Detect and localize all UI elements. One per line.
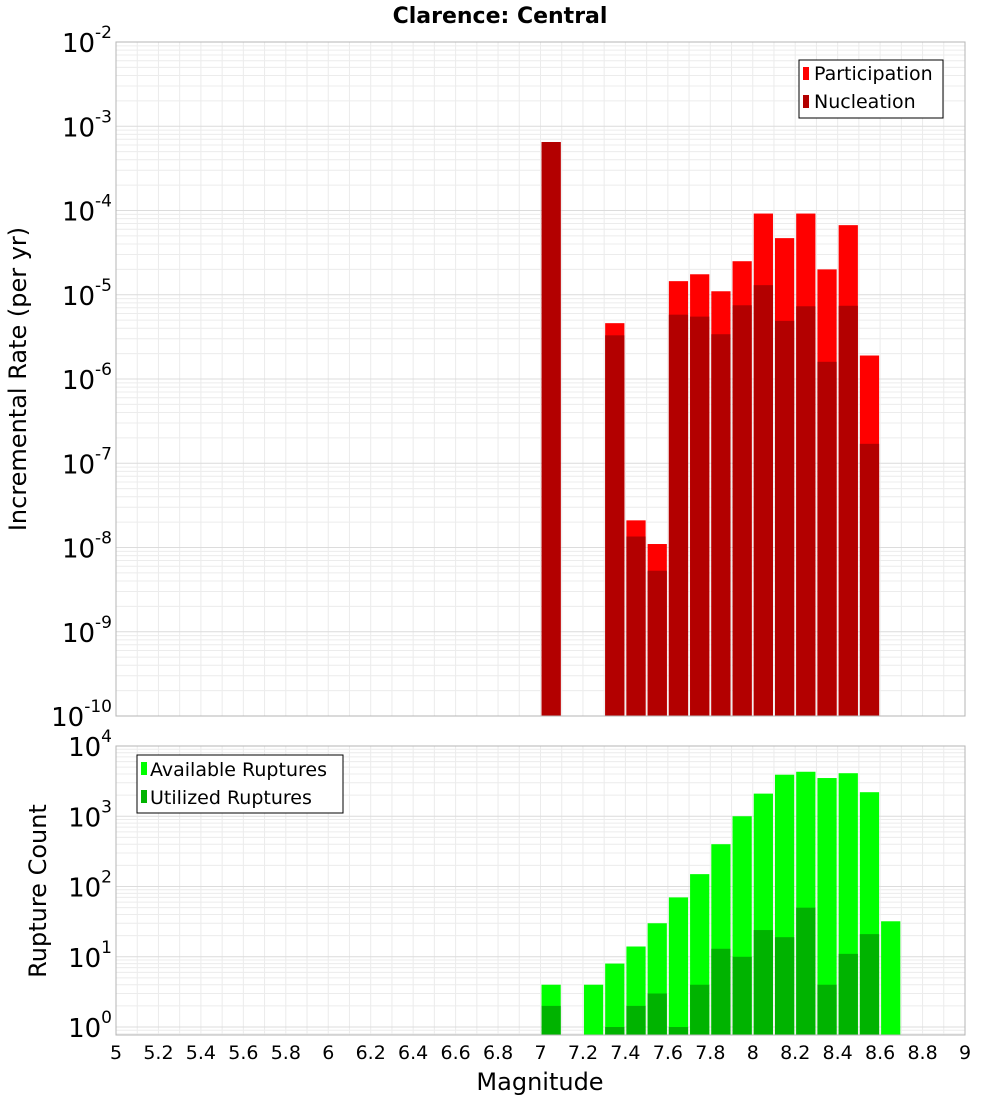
x-tick-label: 5.2 bbox=[143, 1042, 173, 1064]
bottom-bar-a-15 bbox=[881, 921, 901, 1035]
bottom-y-tick-label: 100 bbox=[68, 1008, 112, 1044]
legend-swatch-available bbox=[141, 762, 147, 775]
top-panel: 10-10 10-9 10-8 10-7 10-6 10-5 10-4 10-3 10-2 In… bbox=[4, 23, 966, 733]
bottom-bar-b-5 bbox=[690, 984, 710, 1035]
top-bar-b-7 bbox=[732, 305, 752, 716]
x-tick-label: 6.8 bbox=[483, 1042, 513, 1064]
x-tick-labels: 5 5.2 5.4 5.6 5.8 6 6.2 6.4 6.6 6.8 7 7.2 7.4 7.6 7.8 8… bbox=[110, 1042, 971, 1064]
x-tick-label: 7.2 bbox=[568, 1042, 598, 1064]
x-tick-label: 8.8 bbox=[907, 1042, 937, 1064]
bottom-bar-b-6 bbox=[711, 948, 731, 1035]
top-legend-box bbox=[798, 59, 944, 119]
top-bar-b-4 bbox=[668, 314, 689, 716]
top-bar-b-9 bbox=[774, 320, 795, 716]
bottom-bar-b-12 bbox=[838, 953, 858, 1035]
x-tick-label: 6 bbox=[322, 1042, 334, 1064]
top-bar-b-13 bbox=[859, 443, 880, 716]
bottom-bar-a-5 bbox=[668, 897, 689, 1035]
x-tick-label: 7 bbox=[534, 1042, 546, 1064]
bottom-y-tick-label: 103 bbox=[68, 797, 112, 833]
top-y-tick-label: 10-3 bbox=[62, 107, 112, 143]
x-tick-label: 6.6 bbox=[440, 1042, 470, 1064]
top-bar-b-12 bbox=[838, 305, 858, 716]
bottom-bar-b-8 bbox=[753, 930, 773, 1035]
x-tick-label: 8.6 bbox=[865, 1042, 895, 1064]
x-tick-label: 7.8 bbox=[695, 1042, 725, 1064]
x-tick-label: 5.8 bbox=[271, 1042, 301, 1064]
bottom-bar-b-11 bbox=[817, 984, 837, 1035]
bottom-bar-b-4 bbox=[668, 1027, 689, 1035]
bottom-bar-a-12 bbox=[817, 778, 837, 1035]
top-y-axis-label: Incremental Rate (per yr) bbox=[4, 227, 32, 531]
top-y-tick-label: 10-8 bbox=[62, 529, 112, 565]
bottom-legend-box bbox=[136, 754, 344, 814]
top-bar-b-3 bbox=[647, 570, 667, 716]
bottom-bar-b-10 bbox=[796, 907, 816, 1035]
x-tick-label: 5.6 bbox=[228, 1042, 258, 1064]
legend-label-available: Available Ruptures bbox=[150, 759, 327, 781]
bottom-legend: Available Ruptures Utilized Ruptures bbox=[136, 754, 344, 814]
bottom-bar-a-1 bbox=[583, 984, 604, 1035]
legend-swatch-nucleation bbox=[803, 95, 809, 108]
chart-title: Clarence: Central bbox=[393, 4, 608, 29]
bottom-bar-b-0 bbox=[541, 1005, 561, 1035]
legend-label-participation: Participation bbox=[814, 63, 933, 85]
x-tick-label: 6.4 bbox=[398, 1042, 428, 1064]
bottom-bar-a-2 bbox=[605, 963, 625, 1035]
x-tick-label: 5.4 bbox=[186, 1042, 216, 1064]
bottom-y-tick-label: 104 bbox=[68, 727, 112, 763]
x-tick-label: 8.4 bbox=[823, 1042, 853, 1064]
top-bar-b-6 bbox=[711, 334, 731, 716]
x-tick-label: 7.6 bbox=[653, 1042, 683, 1064]
x-tick-label: 9 bbox=[959, 1042, 971, 1064]
top-grid bbox=[116, 42, 965, 716]
bottom-y-tick-label: 101 bbox=[68, 938, 112, 974]
bottom-bar-b-1 bbox=[605, 1027, 625, 1035]
x-tick-label: 8.2 bbox=[780, 1042, 810, 1064]
x-tick-label: 8 bbox=[747, 1042, 759, 1064]
x-axis-label: Magnitude bbox=[476, 1068, 603, 1096]
bottom-y-axis-label: Rupture Count bbox=[24, 804, 52, 978]
bottom-y-tick-labels: 100 101 102 103 104 bbox=[68, 727, 112, 1044]
top-y-tick-label: 10-6 bbox=[62, 360, 112, 396]
bottom-bar-b-13 bbox=[859, 934, 880, 1035]
bottom-bar-b-2 bbox=[626, 1005, 646, 1035]
top-y-tick-label: 10-4 bbox=[62, 192, 112, 228]
bottom-plot-border bbox=[115, 745, 966, 1036]
x-tick-label: 6.2 bbox=[356, 1042, 386, 1064]
top-bars bbox=[541, 142, 880, 716]
top-y-tick-label: 10-5 bbox=[62, 276, 112, 312]
top-bar-b-1 bbox=[605, 335, 625, 716]
legend-label-nucleation: Nucleation bbox=[814, 91, 916, 113]
bottom-bar-b-7 bbox=[732, 956, 752, 1035]
top-bar-b-8 bbox=[753, 285, 773, 716]
x-tick-label: 7.4 bbox=[610, 1042, 640, 1064]
top-plot-border bbox=[115, 41, 966, 717]
legend-label-utilized: Utilized Ruptures bbox=[150, 787, 312, 809]
top-bar-b-2 bbox=[626, 536, 646, 716]
top-bar-b-10 bbox=[796, 306, 816, 716]
top-y-tick-labels: 10-10 10-9 10-8 10-7 10-6 10-5 10-4 10-3 10-2 bbox=[51, 23, 112, 733]
bottom-bar-b-9 bbox=[774, 937, 795, 1035]
bottom-bar-b-3 bbox=[647, 993, 667, 1035]
top-bar-b-5 bbox=[690, 316, 710, 716]
top-y-tick-label: 10-7 bbox=[62, 444, 112, 480]
top-bar-b-11 bbox=[817, 361, 837, 716]
x-tick-label: 5 bbox=[110, 1042, 122, 1064]
bottom-bars bbox=[541, 771, 901, 1035]
top-y-tick-label: 10-9 bbox=[62, 613, 112, 649]
top-y-tick-label: 10-10 bbox=[51, 697, 112, 733]
bottom-panel: 100 101 102 103 104 5 5.2 5.4 5.6 5.8 6 6.2 6.4 6.6 6… bbox=[24, 727, 971, 1096]
legend-swatch-participation bbox=[803, 67, 809, 80]
top-legend: Participation Nucleation bbox=[798, 59, 944, 119]
bottom-y-tick-label: 102 bbox=[68, 868, 112, 904]
top-y-tick-label: 10-2 bbox=[62, 23, 112, 59]
top-bar-b-0 bbox=[541, 142, 561, 716]
legend-swatch-utilized bbox=[141, 790, 147, 803]
